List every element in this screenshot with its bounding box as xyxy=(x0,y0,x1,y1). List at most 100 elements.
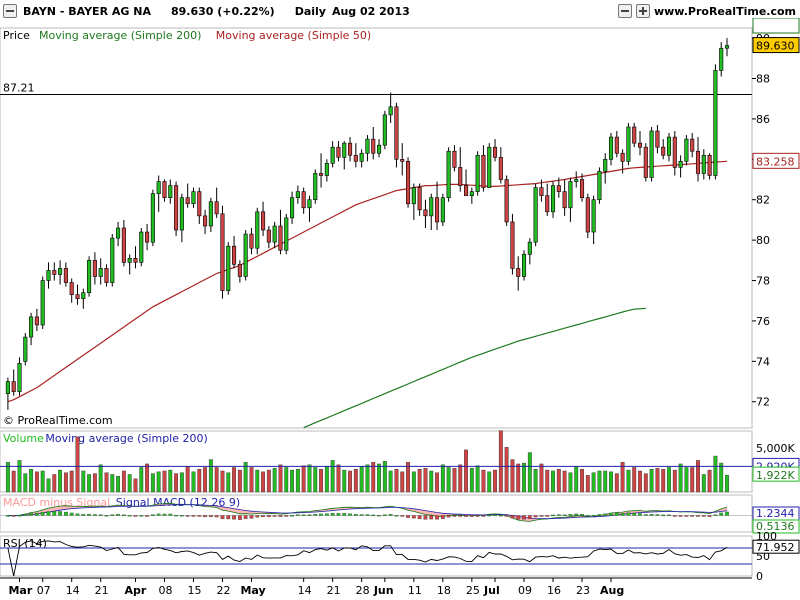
candle xyxy=(591,195,596,245)
price-panel[interactable]: Price Moving average (Simple 200) Moving a… xyxy=(0,18,800,429)
volume-bar xyxy=(580,469,584,493)
volume-bar xyxy=(313,467,318,493)
volume-bar xyxy=(661,469,666,493)
volume-bar xyxy=(92,473,97,493)
candle-body xyxy=(40,280,45,326)
macd-histogram-bar xyxy=(133,515,138,517)
macd-histogram-bar xyxy=(330,513,335,516)
candle-body xyxy=(463,185,469,196)
watermark: © ProRealTime.com xyxy=(3,414,113,427)
candle xyxy=(475,151,480,196)
candle-body xyxy=(208,201,213,227)
last-price-label-box xyxy=(752,37,800,54)
volume-bar xyxy=(690,467,695,493)
candle-body xyxy=(504,179,509,223)
volume-legend-1: Moving average (Simple 200) xyxy=(45,432,207,445)
volume-bar xyxy=(667,467,671,493)
volume-bar xyxy=(168,469,173,493)
volume-bar xyxy=(632,467,637,493)
candle xyxy=(139,228,144,267)
volume-bar xyxy=(301,465,306,493)
price-ytick-label: 82 xyxy=(756,194,770,207)
candle xyxy=(672,131,677,176)
candle xyxy=(719,42,724,77)
candle-body xyxy=(661,146,666,156)
macd-histogram-bar xyxy=(145,515,149,517)
volume-bar xyxy=(498,430,503,493)
candle xyxy=(614,131,619,158)
candle xyxy=(597,167,602,204)
macd-histogram-bar xyxy=(591,514,596,517)
rsi-last-box xyxy=(752,539,800,554)
macd-histogram-bar xyxy=(423,515,428,520)
candle xyxy=(585,193,590,239)
candle-body xyxy=(690,138,695,152)
volume-last-box xyxy=(752,466,800,482)
macd-histogram-bar xyxy=(237,515,242,520)
candle xyxy=(301,187,306,214)
expand-icon[interactable] xyxy=(635,4,650,18)
volume-bar xyxy=(493,469,497,493)
volume-bar xyxy=(214,467,219,493)
collapse-all-icon[interactable] xyxy=(617,4,632,18)
macd-histogram-bar xyxy=(388,514,393,516)
candle xyxy=(255,207,260,255)
macd-panel[interactable]: MACD minus Signal Signal MACD (12 26 9)1.… xyxy=(0,494,800,534)
candle xyxy=(382,110,387,150)
volume-bar xyxy=(475,465,480,493)
candle xyxy=(11,369,16,396)
volume-bar xyxy=(568,472,573,493)
candle xyxy=(562,179,567,216)
candle-body xyxy=(98,268,103,277)
volume-bar xyxy=(365,464,370,493)
macd-histogram-bar xyxy=(98,514,103,516)
macd-histogram-bar xyxy=(203,515,207,518)
macd-histogram-bar xyxy=(626,512,631,516)
candle-body xyxy=(104,268,109,283)
macd-histogram-bar xyxy=(701,515,706,517)
candle xyxy=(58,260,63,285)
collapse-toggle-icon[interactable] xyxy=(3,4,17,18)
macd-histogram-bar xyxy=(690,515,695,517)
candle-body xyxy=(417,187,422,211)
volume-bar xyxy=(29,469,34,493)
candle-body xyxy=(249,233,254,249)
macd-histogram-bar xyxy=(684,515,689,517)
ma50-last-label: 83.258 xyxy=(756,155,795,168)
volume-bar xyxy=(678,463,683,493)
site-label[interactable]: www.ProRealTime.com xyxy=(653,4,796,18)
symbol-title: BAYN - BAYER AG NA xyxy=(23,4,151,18)
candle-body xyxy=(63,268,68,283)
macd-histogram-bar xyxy=(365,514,370,516)
volume-bar xyxy=(545,469,550,493)
price-legend-2: Moving average (Simple 50) xyxy=(216,29,371,42)
candle-body xyxy=(655,130,660,148)
volume-bar xyxy=(342,469,347,493)
macd-histogram-bar xyxy=(533,515,538,518)
candle xyxy=(666,133,672,162)
chart-canvas[interactable]: Price Moving average (Simple 200) Moving a… xyxy=(0,18,800,600)
resistance-label: 87.21 xyxy=(3,81,35,94)
candle-body xyxy=(487,146,492,188)
candle xyxy=(232,236,237,269)
macd-histogram-bar xyxy=(319,513,323,516)
volume-bar xyxy=(423,468,428,493)
candle xyxy=(342,141,347,170)
volume-bar xyxy=(162,470,167,493)
candle-body xyxy=(162,181,167,198)
volume-bar xyxy=(179,472,184,493)
macd-histogram-bar xyxy=(197,515,202,517)
candle xyxy=(556,177,561,198)
candle xyxy=(365,135,370,162)
candle xyxy=(214,187,219,218)
candle-body xyxy=(475,154,480,192)
candle xyxy=(336,141,341,162)
macd-hist-box xyxy=(752,519,800,534)
price-ytick-label: 72 xyxy=(756,396,770,409)
macd-histogram-bar xyxy=(191,515,196,517)
x-tick-label: Jul xyxy=(483,584,500,597)
macd-histogram-bar xyxy=(174,514,178,517)
x-tick-label: 14 xyxy=(66,584,80,597)
